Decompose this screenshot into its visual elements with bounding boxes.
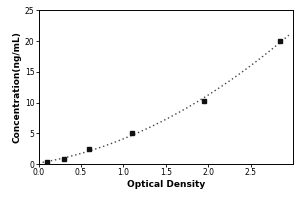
X-axis label: Optical Density: Optical Density bbox=[127, 180, 205, 189]
Y-axis label: Concentration(ng/mL): Concentration(ng/mL) bbox=[13, 31, 22, 143]
